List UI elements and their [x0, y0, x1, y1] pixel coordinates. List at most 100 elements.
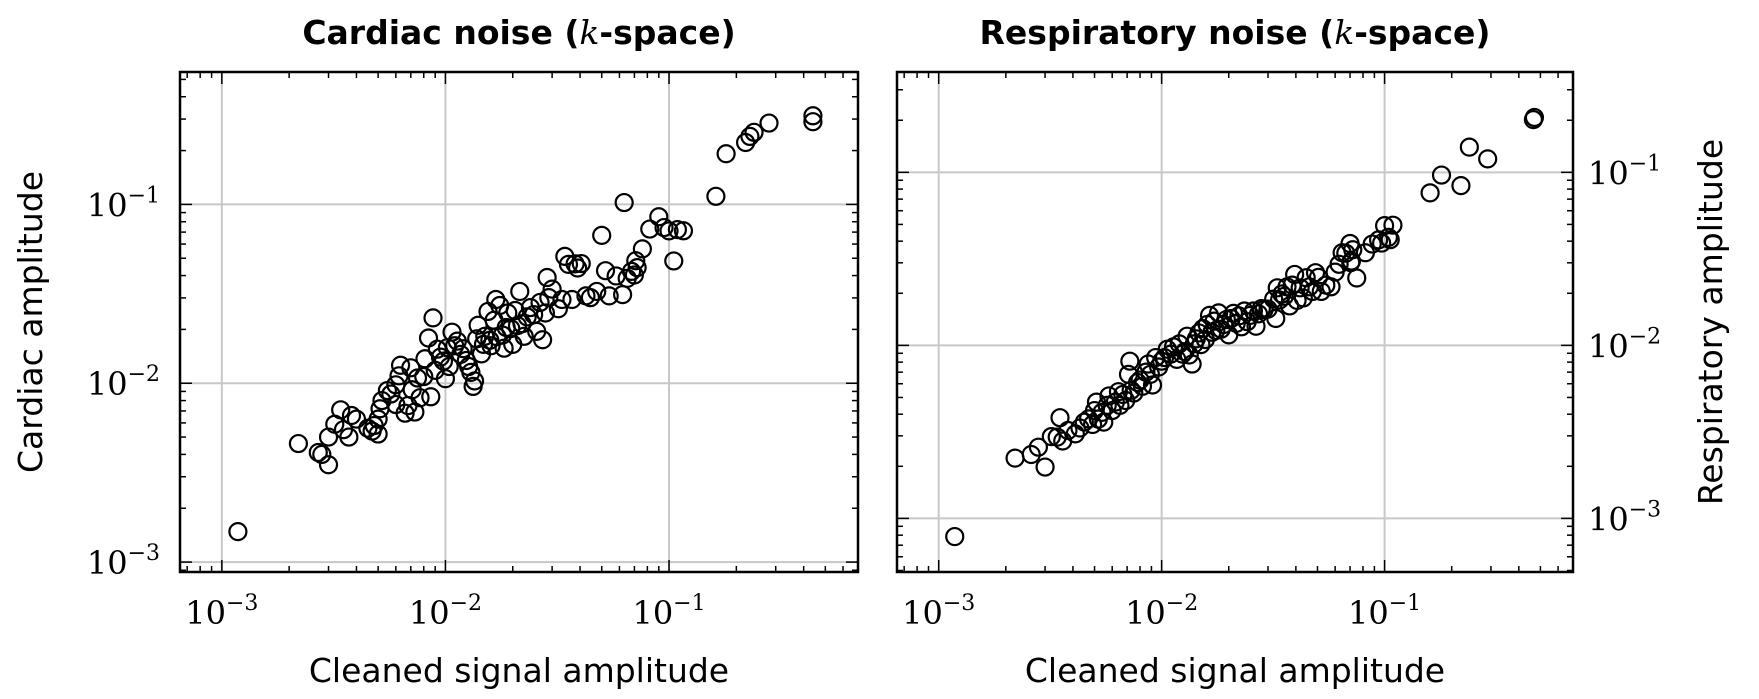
data-point	[592, 225, 612, 245]
data-point	[341, 405, 362, 426]
data-point	[1383, 215, 1403, 235]
plot-frame	[178, 70, 860, 574]
data-point	[1074, 412, 1094, 432]
data-point	[439, 356, 459, 377]
data-point	[595, 261, 616, 281]
data-point	[486, 289, 506, 310]
tick-base: 10	[632, 594, 673, 632]
data-point	[565, 254, 585, 274]
data-point	[571, 253, 591, 274]
tick-exponent: −1	[1389, 591, 1421, 616]
data-point	[716, 144, 736, 164]
data-point	[627, 258, 647, 278]
data-point	[1005, 448, 1025, 468]
tick-exponent: −2	[1629, 324, 1661, 349]
data-point	[381, 384, 401, 404]
data-point	[421, 387, 441, 407]
plot-frame	[895, 70, 1575, 574]
data-point	[659, 221, 679, 241]
data-point	[331, 400, 351, 420]
data-point	[1047, 427, 1067, 447]
data-point	[1097, 395, 1117, 415]
tick-exponent: −3	[128, 541, 160, 566]
title-prefix: Respiratory noise (	[980, 13, 1335, 52]
data-point	[410, 388, 430, 408]
data-point	[632, 239, 652, 259]
data-point	[580, 288, 601, 308]
x-tick-label: 10−2	[1125, 591, 1198, 632]
x-tick-label: 10−3	[185, 591, 258, 632]
data-point	[621, 261, 642, 282]
data-point	[1094, 412, 1114, 432]
data-point	[1082, 414, 1103, 435]
tick-exponent: −1	[673, 591, 705, 616]
data-point	[390, 355, 411, 375]
data-point	[514, 326, 534, 346]
data-point	[548, 299, 568, 319]
data-point	[1050, 408, 1070, 428]
title-prefix: Cardiac noise (	[302, 13, 579, 52]
data-point	[1329, 254, 1349, 274]
tick-base: 10	[87, 365, 128, 403]
tick-base: 10	[409, 594, 450, 632]
data-point	[1305, 263, 1326, 283]
data-point	[640, 219, 660, 239]
x-axis-label: Cleaned signal amplitude	[1025, 651, 1445, 690]
x-tick-label: 10−1	[632, 591, 705, 632]
data-point	[945, 526, 965, 547]
data-point	[461, 362, 481, 382]
data-point	[803, 106, 823, 126]
data-point	[339, 427, 359, 447]
data-point	[1182, 354, 1202, 374]
data-point	[803, 112, 823, 132]
data-point	[453, 339, 473, 359]
tick-base: 10	[87, 186, 128, 224]
title-k-symbol: k	[1334, 13, 1354, 52]
data-point	[599, 286, 619, 306]
data-point	[423, 308, 443, 328]
data-point	[288, 433, 308, 454]
data-point	[464, 371, 485, 391]
data-point	[542, 279, 562, 299]
data-point	[435, 369, 456, 389]
data-point	[1028, 437, 1048, 457]
tick-base: 10	[1588, 500, 1629, 538]
data-point	[673, 221, 694, 241]
title-suffix: -space)	[1354, 13, 1490, 52]
data-point	[1120, 351, 1140, 371]
data-point	[494, 338, 514, 358]
data-point	[368, 409, 388, 429]
data-point	[614, 192, 634, 213]
data-point	[1478, 149, 1498, 169]
y-tick-label: 10−2	[87, 362, 160, 403]
data-point	[654, 217, 674, 238]
tick-base: 10	[1348, 594, 1389, 632]
tick-exponent: −3	[1629, 497, 1661, 522]
data-point	[1420, 183, 1440, 203]
tick-base: 10	[185, 594, 226, 632]
data-point	[1343, 240, 1363, 260]
data-point	[1347, 268, 1367, 288]
data-point	[1172, 344, 1193, 364]
tick-exponent: −3	[943, 591, 975, 616]
y-axis-label: Cardiac amplitude	[11, 171, 50, 473]
tick-base: 10	[1588, 154, 1629, 192]
data-point	[567, 258, 588, 278]
data-point	[1285, 264, 1305, 285]
data-point	[1053, 431, 1073, 451]
title-k-symbol: k	[579, 13, 599, 52]
data-point	[1179, 345, 1199, 365]
data-point	[418, 328, 439, 348]
data-point	[1266, 308, 1286, 329]
x-axis-label: Cleaned signal amplitude	[309, 651, 729, 690]
data-point	[744, 122, 764, 142]
data-point	[228, 522, 248, 542]
data-point	[401, 358, 421, 378]
chart-title: Respiratory noise (k-space)	[980, 13, 1491, 52]
data-point	[1459, 137, 1479, 157]
data-point	[1378, 227, 1398, 247]
data-points	[945, 107, 1545, 547]
